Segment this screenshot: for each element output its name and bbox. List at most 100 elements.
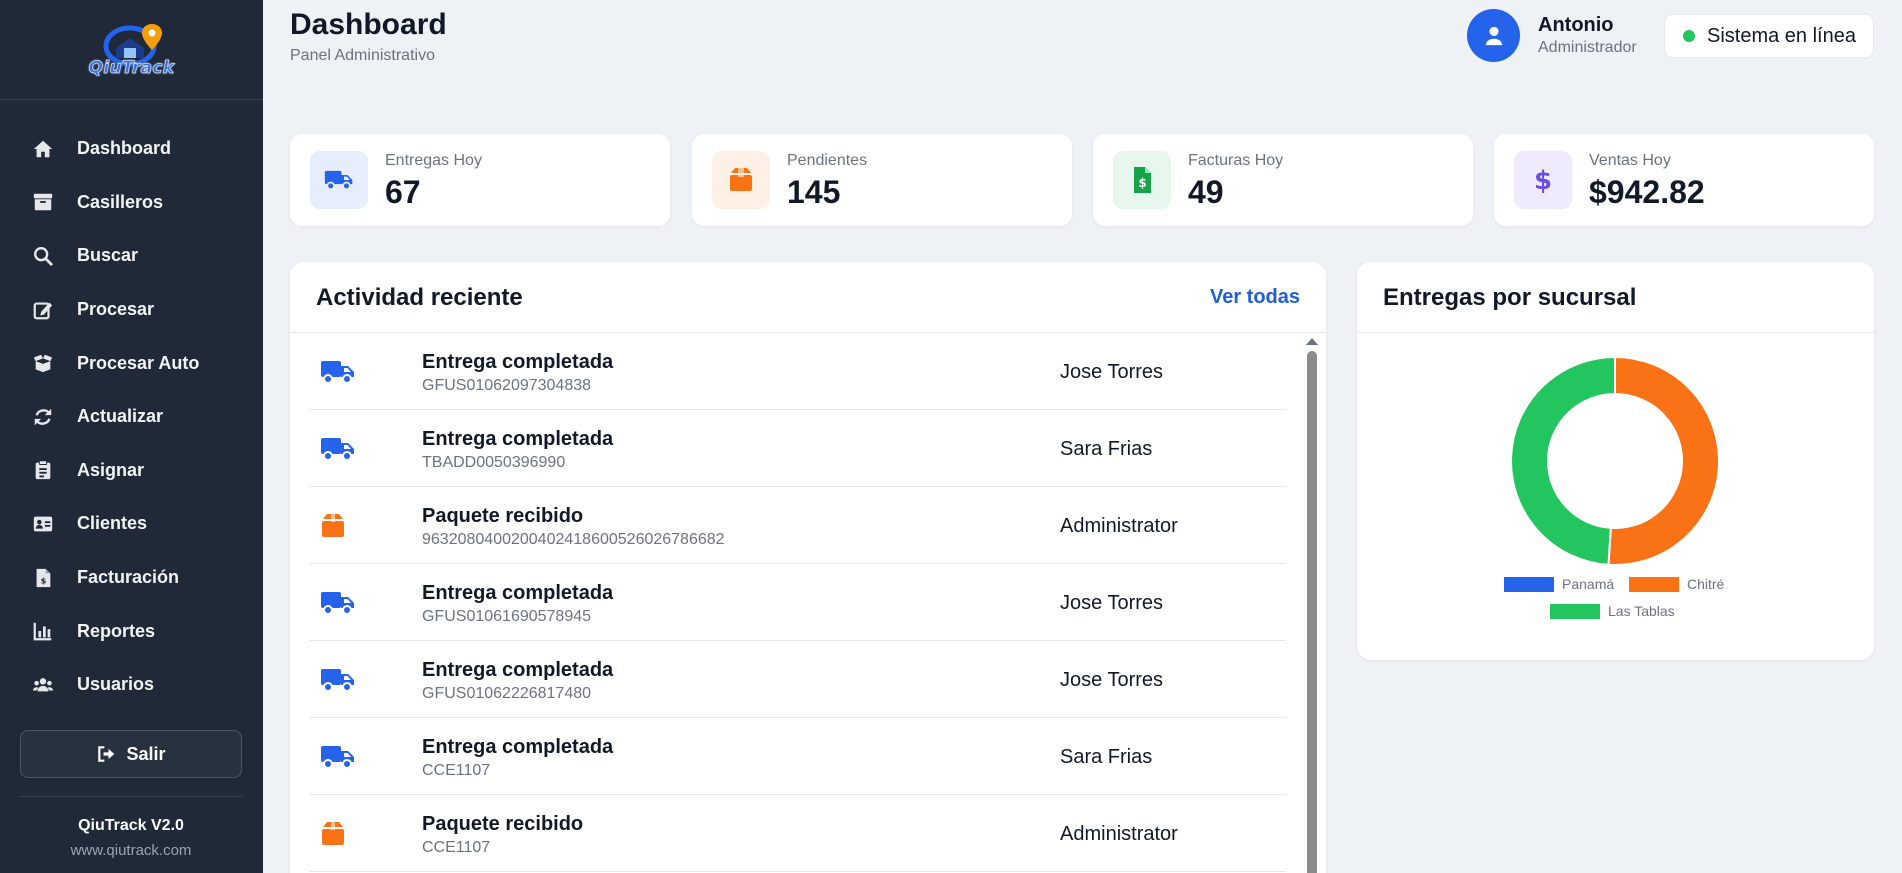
sidebar-item-usuarios[interactable]: Usuarios [0,658,263,712]
tracking-code: 963208040020040241860052602678668​2 [422,531,725,548]
activity-row[interactable]: Entrega completada TBADD0050396990 Sara Fr… [310,410,1286,487]
user-role: Administrador [1538,39,1637,56]
activity-user: Jose Torres [1060,361,1164,383]
page-subtitle: Panel Administrativo [290,47,435,64]
edit-icon [31,298,55,322]
user-profile[interactable]: Antonio Administrador [1467,9,1637,62]
legend-label: Chitré [1687,576,1725,592]
users-icon [31,673,55,697]
legend-label: Panamá [1562,576,1614,592]
sidebar-item-asignar[interactable]: Asignar [0,444,263,498]
box-icon [320,511,356,541]
panel-title: Entregas por sucursal [1383,284,1637,311]
website-link[interactable]: www.qiutrack.com [70,842,192,859]
sidebar-item-reportes[interactable]: Reportes [0,604,263,658]
sidebar-item-procesar[interactable]: Procesar [0,283,263,337]
stat-value: 49 [1188,174,1224,210]
truck-icon [320,742,356,772]
sidebar-footer: QiuTrack V2.0 www.qiutrack.com [20,796,242,859]
logout-area: Salir [20,730,242,778]
clipboard-icon [31,458,55,482]
stat-label: Ventas Hoy [1589,152,1671,169]
qiutrack-logo[interactable]: QiuTrack [72,18,192,82]
activity-title: Entrega completada [422,659,614,681]
truck-icon [320,588,356,618]
stat-value: 67 [385,174,421,210]
truck-icon [320,665,356,695]
activity-title: Entrega completada [422,428,614,450]
logout-button[interactable]: Salir [20,730,242,778]
activity-row[interactable]: Entrega completada GFUS01062097304838 Jose… [310,333,1286,410]
svg-text:$: $ [41,575,47,585]
activity-title: Paquete recibido [422,813,584,835]
sidebar-item-label: Procesar [77,299,155,320]
box-icon [712,151,770,209]
sidebar-item-label: Casilleros [77,191,164,212]
sidebar-item-actualizar[interactable]: Actualizar [0,390,263,444]
sidebar-item-label: Buscar [77,245,139,266]
legend-item[interactable]: Las Tablas [1550,603,1675,619]
sign-out-icon [98,746,115,762]
stat-value: $942.82 [1589,174,1705,210]
activity-title: Entrega completada [422,582,614,604]
system-status-badge: Sistema en línea [1664,14,1874,58]
stat-label: Facturas Hoy [1188,152,1284,169]
activity-row[interactable]: Paquete recibido CCE1107 Administrator [310,795,1286,872]
sidebar-item-clientes[interactable]: Clientes [0,497,263,551]
box-open-icon [31,351,55,375]
user-icon [1485,26,1502,45]
sidebar-item-buscar[interactable]: Buscar [0,229,263,283]
archive-icon [31,190,55,214]
sidebar-item-procesar-auto[interactable]: Procesar Auto [0,336,263,390]
tracking-code: GFUS01061690578945 [422,608,592,625]
invoice-dollar-icon: $ [1113,151,1171,209]
activity-title: Paquete recibido [422,505,584,527]
invoice-icon: $ [31,566,55,590]
sidebar-item-label: Asignar [77,459,145,480]
sidebar-item-casilleros[interactable]: Casilleros [0,176,263,230]
scroll-up-arrow-icon[interactable] [1306,338,1318,345]
app-version: QiuTrack V2.0 [78,817,184,834]
activity-row[interactable]: Entrega completada CCE1107 Sara Frias [310,718,1286,795]
id-card-icon [31,512,55,536]
donut-chart: Panamá Chitré Las Tablas [1504,355,1725,619]
status-dot-icon [1683,30,1695,42]
activity-row[interactable]: Entrega completada GFUS01062226817480 Jose… [310,641,1286,718]
activity-list: Entrega completada GFUS01062097304838 Jose… [310,333,1286,872]
search-icon [31,244,55,268]
activity-user: Administrator [1060,515,1178,537]
branch-deliveries-panel: Entregas por sucursal Panamá Chitré Las Ta… [1357,262,1874,660]
tracking-code: CCE1107 [422,839,491,856]
sidebar-item-label: Clientes [77,513,148,534]
activity-row[interactable]: Entrega completada GFUS01061690578945 Jose… [310,564,1286,641]
activity-user: Jose Torres [1060,669,1164,691]
sidebar-item-dashboard[interactable]: Dashboard [0,122,263,176]
legend-item[interactable]: Chitré [1629,576,1725,592]
donut-slice-chitré[interactable] [1607,355,1720,566]
status-text: Sistema en línea [1707,24,1856,47]
tracking-code: GFUS01062097304838 [422,377,592,394]
stat-label: Pendientes [787,152,868,169]
stat-card-pendientes: Pendientes 145 [692,134,1072,226]
donut-slice-las-tablas[interactable] [1510,355,1616,566]
activity-title: Entrega completada [422,351,614,373]
box-icon [320,819,356,849]
svg-text:$: $ [1534,166,1552,195]
panel-title: Actividad reciente [316,284,523,311]
activity-user: Administrator [1060,823,1178,845]
sidebar-item-facturacion[interactable]: $ Facturación [0,551,263,605]
sidebar-item-label: Actualizar [77,406,164,427]
view-all-link[interactable]: Ver todas [1209,286,1300,308]
activity-scrollbar[interactable] [1306,338,1318,873]
activity-user: Sara Frias [1060,746,1153,768]
activity-row[interactable]: Paquete recibido 963208040020040241860052… [310,487,1286,564]
page-title: Dashboard [290,8,447,41]
legend-swatch [1629,577,1679,592]
scroll-thumb[interactable] [1307,351,1317,873]
legend-item[interactable]: Panamá [1504,576,1614,592]
tracking-code: CCE1107 [422,762,491,779]
tracking-code: GFUS01062226817480 [422,685,592,702]
sidebar-item-label: Usuarios [77,674,155,695]
stat-card-ventas: $ Ventas Hoy $942.82 [1494,134,1874,226]
sidebar-item-label: Dashboard [77,138,172,159]
